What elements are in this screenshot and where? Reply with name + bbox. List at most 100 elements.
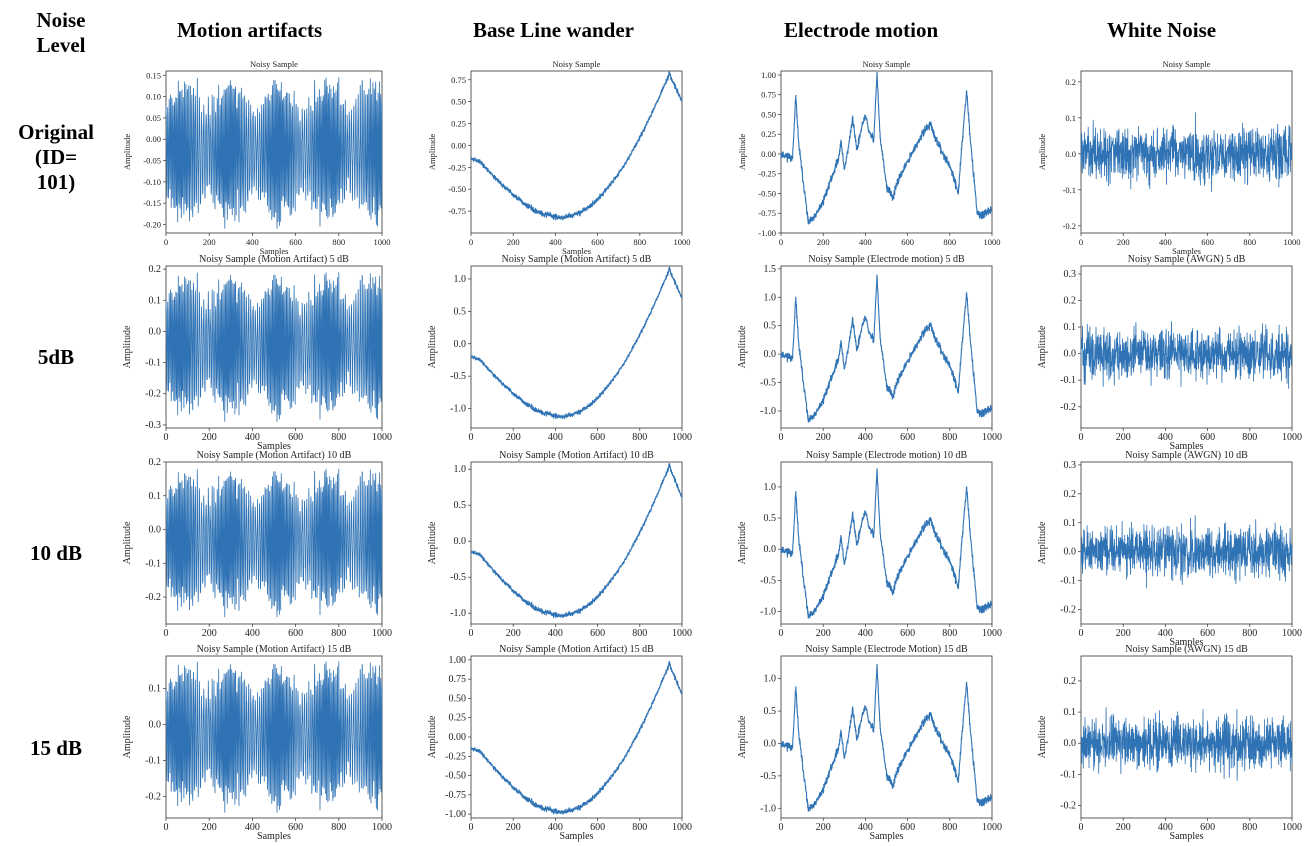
y-tick-label: 0.0 [149, 326, 162, 337]
row-label-line: Original [18, 120, 94, 144]
signal-line [470, 661, 683, 815]
y-tick-label: -0.1 [145, 755, 161, 766]
x-tick-label: 0 [779, 237, 783, 247]
y-tick-label: -0.2 [1060, 801, 1076, 812]
y-tick-label: 0.5 [764, 321, 777, 332]
y-tick-label: 0.25 [449, 713, 467, 724]
x-tick-label: 200 [507, 237, 520, 247]
y-tick-label: 0.1 [1064, 518, 1077, 529]
signal-line [165, 272, 383, 422]
row-label-line: 10 dB [30, 541, 82, 565]
y-tick-label: 0.1 [1064, 322, 1077, 333]
y-axis-label: Amplitude [122, 715, 133, 758]
x-tick-label: 400 [1158, 628, 1173, 639]
y-tick-label: 0.00 [146, 134, 161, 144]
y-tick-label: 1.00 [761, 70, 776, 80]
corner-label-text: Noise Level [36, 8, 86, 57]
chart-panel: Noisy Sample 0 200 400 600 800 1000 1.00 0.75 0.5… [735, 57, 1001, 257]
x-tick-label: 0 [164, 822, 169, 833]
x-tick-label: 0 [779, 822, 784, 833]
x-tick-label: 400 [549, 237, 562, 247]
x-tick-label: 0 [469, 432, 474, 443]
x-tick-label: 1000 [1282, 432, 1302, 443]
chart-svg: Noisy Sample 0 200 400 600 800 1000 0.75 0.50 0.2… [427, 59, 691, 256]
y-tick-label: 0.5 [764, 706, 777, 717]
y-tick-label: 0.0 [1064, 349, 1077, 360]
y-tick-label: -1.0 [450, 404, 466, 415]
y-axis-label: Amplitude [122, 134, 132, 171]
x-tick-label: 0 [469, 822, 474, 833]
x-tick-label: 600 [1200, 822, 1215, 833]
y-tick-label: -0.25 [758, 169, 776, 179]
y-tick-label: -0.75 [445, 790, 466, 801]
y-tick-label: 0.0 [149, 525, 162, 536]
x-tick-label: 0 [469, 628, 474, 639]
x-tick-label: 400 [548, 822, 563, 833]
x-tick-label: 600 [1200, 628, 1215, 639]
chart-title: Noisy Sample (Electrode motion) 5 dB [808, 254, 965, 265]
y-axis-label: Amplitude [1037, 715, 1048, 758]
chart-title: Noisy Sample (Motion Artifact) 5 dB [199, 254, 349, 265]
chart-title: Noisy Sample [250, 59, 298, 69]
chart-svg: Noisy Sample (Electrode motion) 10 dB 0 20… [737, 450, 1002, 639]
y-tick-label: -0.50 [758, 188, 776, 198]
y-tick-label: -1.0 [760, 803, 776, 814]
y-tick-label: 1.0 [764, 292, 777, 303]
x-tick-label: 600 [590, 628, 605, 639]
y-tick-label: -0.10 [143, 177, 161, 187]
x-tick-label: 200 [816, 628, 831, 639]
x-tick-label: 800 [1242, 822, 1257, 833]
plot-frame [470, 265, 683, 429]
chart-panel: Noisy Sample (Electrode Motion) 15 dB 0 20… [735, 642, 1002, 842]
y-axis-label: Amplitude [737, 325, 748, 368]
row-label-5db: 5dB [6, 345, 106, 370]
row-label-10db: 10 dB [6, 541, 106, 566]
x-tick-label: 400 [1159, 237, 1172, 247]
x-tick-label: 1000 [1284, 237, 1301, 247]
x-tick-label: 0 [1079, 822, 1084, 833]
chart-panel: Noisy Sample (Motion Artifact) 15 dB 0 200… [120, 642, 392, 842]
y-tick-label: 0.2 [149, 457, 162, 468]
x-tick-label: 600 [901, 237, 914, 247]
chart-svg: Noisy Sample (Electrode Motion) 15 dB 0 20… [737, 644, 1002, 842]
chart-svg: Noisy Sample 0 200 400 600 800 1000 0.15 0.10 0.0… [122, 59, 391, 256]
y-tick-label: 0.1 [149, 683, 162, 694]
chart-svg: Noisy Sample (Motion Artifact) 5 dB 0 200 4… [122, 254, 392, 452]
x-axis-label: Samples [257, 831, 291, 842]
x-tick-label: 0 [779, 432, 784, 443]
y-axis-label: Amplitude [427, 325, 438, 368]
y-tick-label: -0.5 [760, 771, 776, 782]
y-tick-label: 0.00 [761, 149, 776, 159]
y-tick-label: 0.5 [454, 500, 467, 511]
plot-frame [780, 265, 993, 429]
chart-panel: Noisy Sample (Electrode motion) 5 dB 0 200… [735, 252, 1002, 452]
y-tick-label: -0.1 [1060, 769, 1076, 780]
y-tick-label: -1.0 [450, 608, 466, 619]
x-tick-label: 1000 [982, 822, 1002, 833]
x-tick-label: 400 [245, 822, 260, 833]
signal-line [470, 70, 683, 222]
x-tick-label: 600 [288, 432, 303, 443]
chart-title: Noisy Sample (AWGN) 10 dB [1125, 450, 1248, 461]
x-tick-label: 1000 [672, 628, 692, 639]
y-axis-label: Amplitude [427, 134, 437, 171]
y-tick-label: 0.25 [451, 119, 466, 129]
x-tick-label: 1000 [372, 628, 392, 639]
signal-line [780, 468, 993, 619]
chart-svg: Noisy Sample (AWGN) 10 dB 0 200 400 600 800 10… [1037, 450, 1302, 648]
signal-line [165, 77, 383, 229]
chart-panel: Noisy Sample (Motion Artifact) 10 dB 0 200… [425, 448, 692, 648]
x-tick-label: 800 [1243, 237, 1256, 247]
y-axis-label: Amplitude [122, 325, 133, 368]
signal-line [1080, 707, 1293, 781]
y-tick-label: 0.50 [449, 693, 467, 704]
x-tick-label: 200 [817, 237, 830, 247]
x-tick-label: 400 [548, 432, 563, 443]
y-axis-label: Amplitude [1037, 325, 1048, 368]
chart-title: Noisy Sample (Motion Artifact) 5 dB [502, 254, 652, 265]
chart-svg: Noisy Sample (AWGN) 15 dB 0 200 400 600 800 10… [1037, 644, 1302, 842]
plot-frame [470, 70, 683, 234]
x-tick-label: 0 [1079, 628, 1084, 639]
row-label-line: 5dB [37, 345, 75, 369]
chart-panel: Noisy Sample (Electrode motion) 10 dB 0 20… [735, 448, 1002, 648]
